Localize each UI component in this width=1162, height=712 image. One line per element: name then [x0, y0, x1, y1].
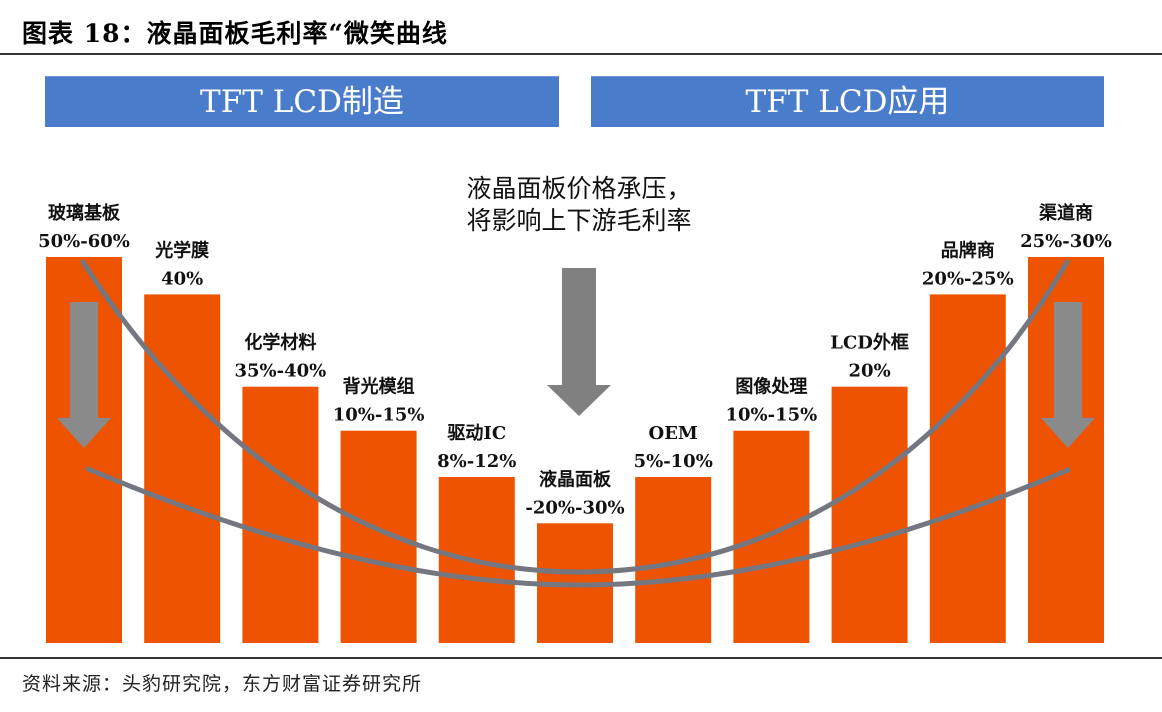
- category-label: 品牌商: [941, 239, 995, 261]
- center-down-arrow: [547, 268, 611, 416]
- value-label: 20%: [849, 361, 891, 382]
- category-label: 渠道商: [1039, 202, 1093, 224]
- value-label: 50%-60%: [38, 231, 130, 252]
- value-label: 40%: [161, 268, 203, 289]
- annotation-line2: 将影响上下游毛利率: [466, 206, 691, 235]
- labels-group: 玻璃基板 50%-60% 光学膜 40% 化学材料 35%-40% 背光模组 10%-15% 驱…: [38, 202, 1112, 518]
- category-label: 液晶面板: [539, 468, 612, 490]
- category-label: LCD外框: [830, 332, 909, 354]
- value-label: 8%-12%: [437, 451, 516, 472]
- right-down-arrow: [1041, 302, 1095, 448]
- value-label: 10%-15%: [333, 405, 425, 426]
- bars-group: [46, 257, 1104, 643]
- category-label: 化学材料: [244, 332, 316, 354]
- category-label: OEM: [649, 423, 698, 444]
- smile-curve-upper: [80, 259, 1070, 575]
- category-label: 玻璃基板: [48, 202, 121, 224]
- bar-4: [340, 430, 417, 643]
- value-label: 25%-30%: [1020, 231, 1112, 252]
- value-label: 35%-40%: [235, 361, 327, 382]
- bar-9: [831, 386, 908, 643]
- bar-10: [929, 294, 1006, 643]
- bar-8: [733, 430, 810, 643]
- banner-application: TFT LCD应用: [591, 76, 1104, 127]
- value-label: -20%-30%: [525, 497, 624, 518]
- bar-2: [144, 294, 221, 643]
- value-label: 5%-10%: [634, 451, 713, 472]
- smile-curve-lower: [85, 466, 1071, 588]
- annotation-line1: 液晶面板价格承压，: [466, 174, 691, 203]
- chart-title: 图表 18：液晶面板毛利率“微笑曲线: [22, 19, 448, 48]
- bar-3: [242, 386, 319, 643]
- title-rule: [0, 53, 1162, 55]
- category-label: 背光模组: [343, 376, 415, 398]
- category-label: 光学膜: [154, 239, 209, 261]
- category-label: 驱动IC: [447, 423, 506, 444]
- banner-manufacturing: TFT LCD制造: [45, 76, 559, 127]
- source-rule: [0, 657, 1162, 659]
- left-down-arrow: [57, 302, 111, 448]
- value-label: 10%-15%: [726, 405, 818, 426]
- source-note: 资料来源：头豹研究院，东方财富证券研究所: [22, 673, 423, 695]
- value-label: 20%-25%: [922, 268, 1014, 289]
- category-label: 图像处理: [735, 376, 807, 398]
